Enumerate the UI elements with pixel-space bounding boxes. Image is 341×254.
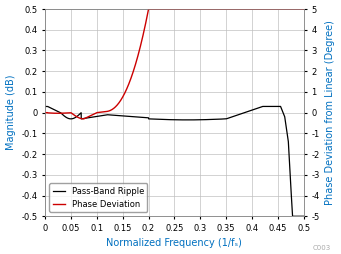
Pass-Band Ripple — [43, 105, 47, 108]
Pass-Band Ripple — [153, 118, 158, 121]
Phase Deviation — [147, 8, 151, 11]
Legend: Pass-Band Ripple, Phase Deviation: Pass-Band Ripple, Phase Deviation — [49, 183, 147, 212]
Pass-Band Ripple — [73, 116, 77, 119]
Phase Deviation — [297, 8, 301, 11]
Phase Deviation — [82, 117, 86, 120]
Line: Pass-Band Ripple: Pass-Band Ripple — [45, 106, 304, 216]
Phase Deviation — [88, 114, 92, 117]
Phase Deviation — [302, 8, 306, 11]
Y-axis label: Phase Deviation from Linear (Degree): Phase Deviation from Linear (Degree) — [325, 20, 336, 205]
Phase Deviation — [43, 111, 47, 114]
Y-axis label: Magnitude (dB): Magnitude (dB) — [5, 75, 16, 150]
Phase Deviation — [153, 8, 158, 11]
Text: C003: C003 — [312, 245, 331, 251]
Pass-Band Ripple — [142, 116, 146, 119]
Pass-Band Ripple — [297, 215, 301, 218]
X-axis label: Normalized Frequency (1/fₛ): Normalized Frequency (1/fₛ) — [106, 239, 242, 248]
Phase Deviation — [142, 28, 146, 31]
Pass-Band Ripple — [88, 116, 92, 119]
Line: Phase Deviation: Phase Deviation — [45, 9, 304, 119]
Phase Deviation — [73, 114, 77, 117]
Pass-Band Ripple — [269, 105, 273, 108]
Phase Deviation — [269, 8, 273, 11]
Pass-Band Ripple — [291, 215, 295, 218]
Pass-Band Ripple — [302, 215, 306, 218]
